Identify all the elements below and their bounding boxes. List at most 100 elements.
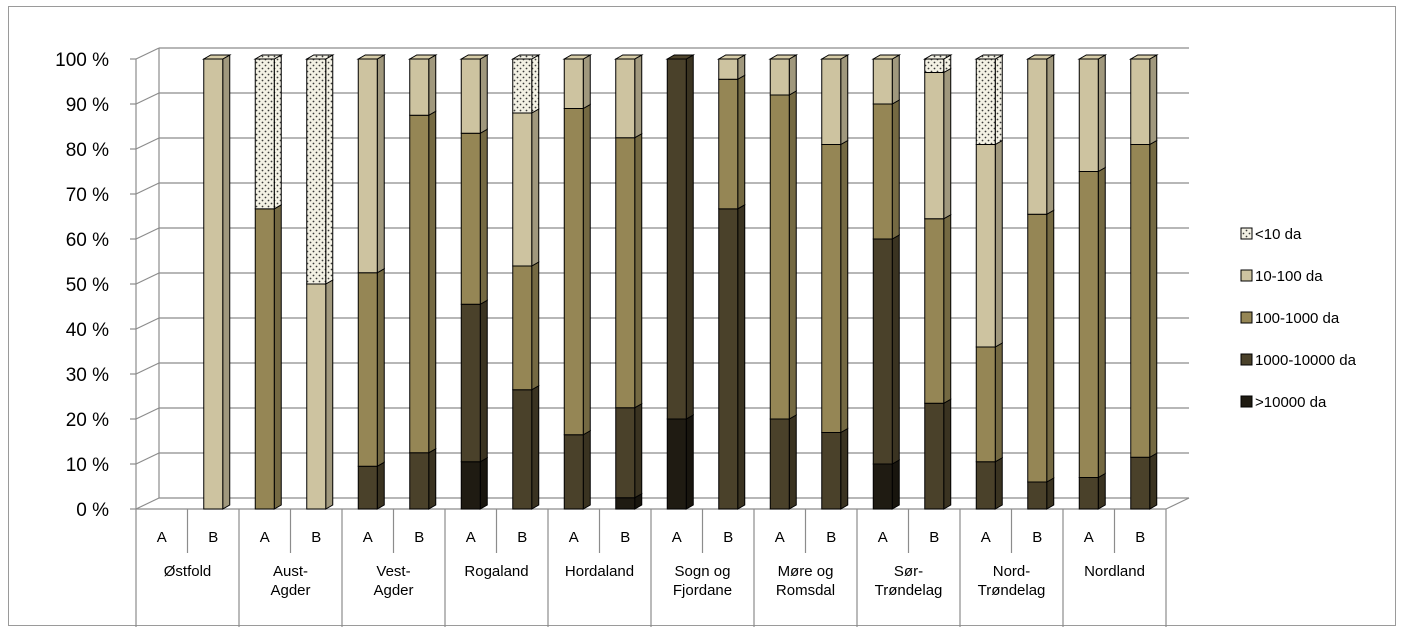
y-tick-label: 30 % [66, 365, 109, 386]
x-category-label: B [929, 529, 939, 546]
x-category-label: B [723, 529, 733, 546]
y-tick-label: 20 % [66, 410, 109, 431]
bar-segment [460, 299, 488, 463]
bar-segment [718, 203, 746, 510]
bar-segment [357, 267, 385, 468]
bar-segment [409, 110, 437, 454]
bar-segment [356, 54, 387, 274]
x-group-label: Hordaland [565, 563, 634, 580]
x-category-label: A [466, 529, 476, 546]
legend-swatch [1240, 353, 1253, 366]
y-tick-label: 70 % [66, 185, 109, 206]
bar-segment [1128, 54, 1159, 146]
axes [130, 48, 1190, 627]
y-tick-label: 60 % [66, 230, 109, 251]
bar-segment [1027, 209, 1055, 483]
y-tick-label: 80 % [66, 140, 109, 161]
bar-segment [975, 342, 1003, 463]
bar-segment [1077, 54, 1108, 173]
y-tick-label: 40 % [66, 320, 109, 341]
bar-segment [253, 54, 284, 210]
bar-segment [924, 213, 952, 405]
x-category-label: B [1135, 529, 1145, 546]
bar-segment [768, 54, 799, 96]
x-category-label: B [620, 529, 630, 546]
bar-segment [409, 447, 437, 510]
x-category-label: B [826, 529, 836, 546]
legend-item: 10-100 da [1240, 268, 1323, 285]
stacked-bar-chart: 0 % 10 % 20 % 30 % 40 % 50 % 60 % 70 % 80 % 90 % 1… [55, 47, 1357, 627]
bar-segment [821, 427, 849, 510]
bar-segment [512, 384, 540, 510]
bar-segment [201, 54, 232, 510]
x-category-label: B [311, 529, 321, 546]
bar-segment [922, 54, 953, 74]
x-category-label: A [981, 529, 991, 546]
bar-segment [718, 74, 746, 210]
bar-segment [304, 54, 335, 285]
y-tick-label: 100 % [55, 50, 109, 71]
bar-segment [512, 108, 540, 267]
legend-item: >10000 da [1240, 394, 1327, 411]
bar-segment [563, 429, 591, 510]
gridline-side [135, 362, 160, 375]
x-group-label: Rogaland [464, 563, 528, 580]
x-category-label: A [260, 529, 270, 546]
x-category-label: A [878, 529, 888, 546]
x-category-label: A [775, 529, 785, 546]
x-group-label: Sogn og Fjordane [673, 563, 732, 599]
bar-segment [563, 103, 591, 436]
floor-edge [1165, 497, 1190, 510]
legend-item: <10 da [1240, 226, 1302, 243]
bar-segment [562, 54, 593, 110]
chart-frame: 0 % 10 % 20 % 30 % 40 % 50 % 60 % 70 % 80 % 90 % 1… [8, 6, 1396, 627]
gridline-side [135, 272, 160, 285]
x-category-label: A [157, 529, 167, 546]
x-group-label: Sør-Trøndelag [875, 563, 943, 599]
gridline-side [135, 47, 160, 60]
gridline-side [135, 92, 160, 105]
legend-label: <10 da [1255, 226, 1302, 243]
gridline-side [135, 497, 160, 510]
bar-segment [975, 139, 1003, 348]
bar-segment [819, 54, 850, 146]
x-category-label: B [1032, 529, 1042, 546]
x-category-label: A [363, 529, 373, 546]
bar-segment [615, 132, 643, 409]
x-group-label: Østfold [164, 563, 212, 580]
gridline-side [135, 452, 160, 465]
bar-segment [357, 461, 385, 510]
bar-segment [460, 128, 488, 306]
bar-segment [872, 99, 900, 240]
legend-swatch [1240, 395, 1253, 408]
legend-swatch [1240, 311, 1253, 324]
legend-label: 10-100 da [1255, 268, 1323, 285]
bar-segment [1130, 139, 1158, 459]
x-category-label: A [672, 529, 682, 546]
bar-segment [512, 261, 540, 391]
y-tick-label: 50 % [66, 275, 109, 296]
bar-segment [716, 54, 747, 81]
gridline-side [135, 182, 160, 195]
bar-segment [254, 203, 282, 510]
bar-segment [613, 54, 644, 139]
legend-label: 1000-10000 da [1255, 352, 1357, 369]
axis-labels: 0 % 10 % 20 % 30 % 40 % 50 % 60 % 70 % 80 % 90 % 1… [55, 50, 1145, 599]
bar-segment [975, 456, 1003, 510]
bar-segment [666, 414, 694, 510]
bar-segment [1027, 477, 1055, 510]
gridline-side [135, 317, 160, 330]
bar-segment [1025, 54, 1056, 216]
bar-segment [872, 459, 900, 510]
x-group-label: Møre og Romsdal [776, 563, 835, 599]
legend-label: >10000 da [1255, 394, 1327, 411]
bar-segment [510, 54, 541, 114]
x-group-label: Vest-Agder [373, 563, 413, 599]
bar-segment [1130, 452, 1158, 510]
x-category-label: A [1084, 529, 1094, 546]
gridline-side [135, 227, 160, 240]
x-group-label: Nord-Trøndelag [978, 563, 1046, 599]
bar-segment [871, 54, 902, 105]
bar-segment [1078, 166, 1106, 479]
gridline-side [135, 137, 160, 150]
